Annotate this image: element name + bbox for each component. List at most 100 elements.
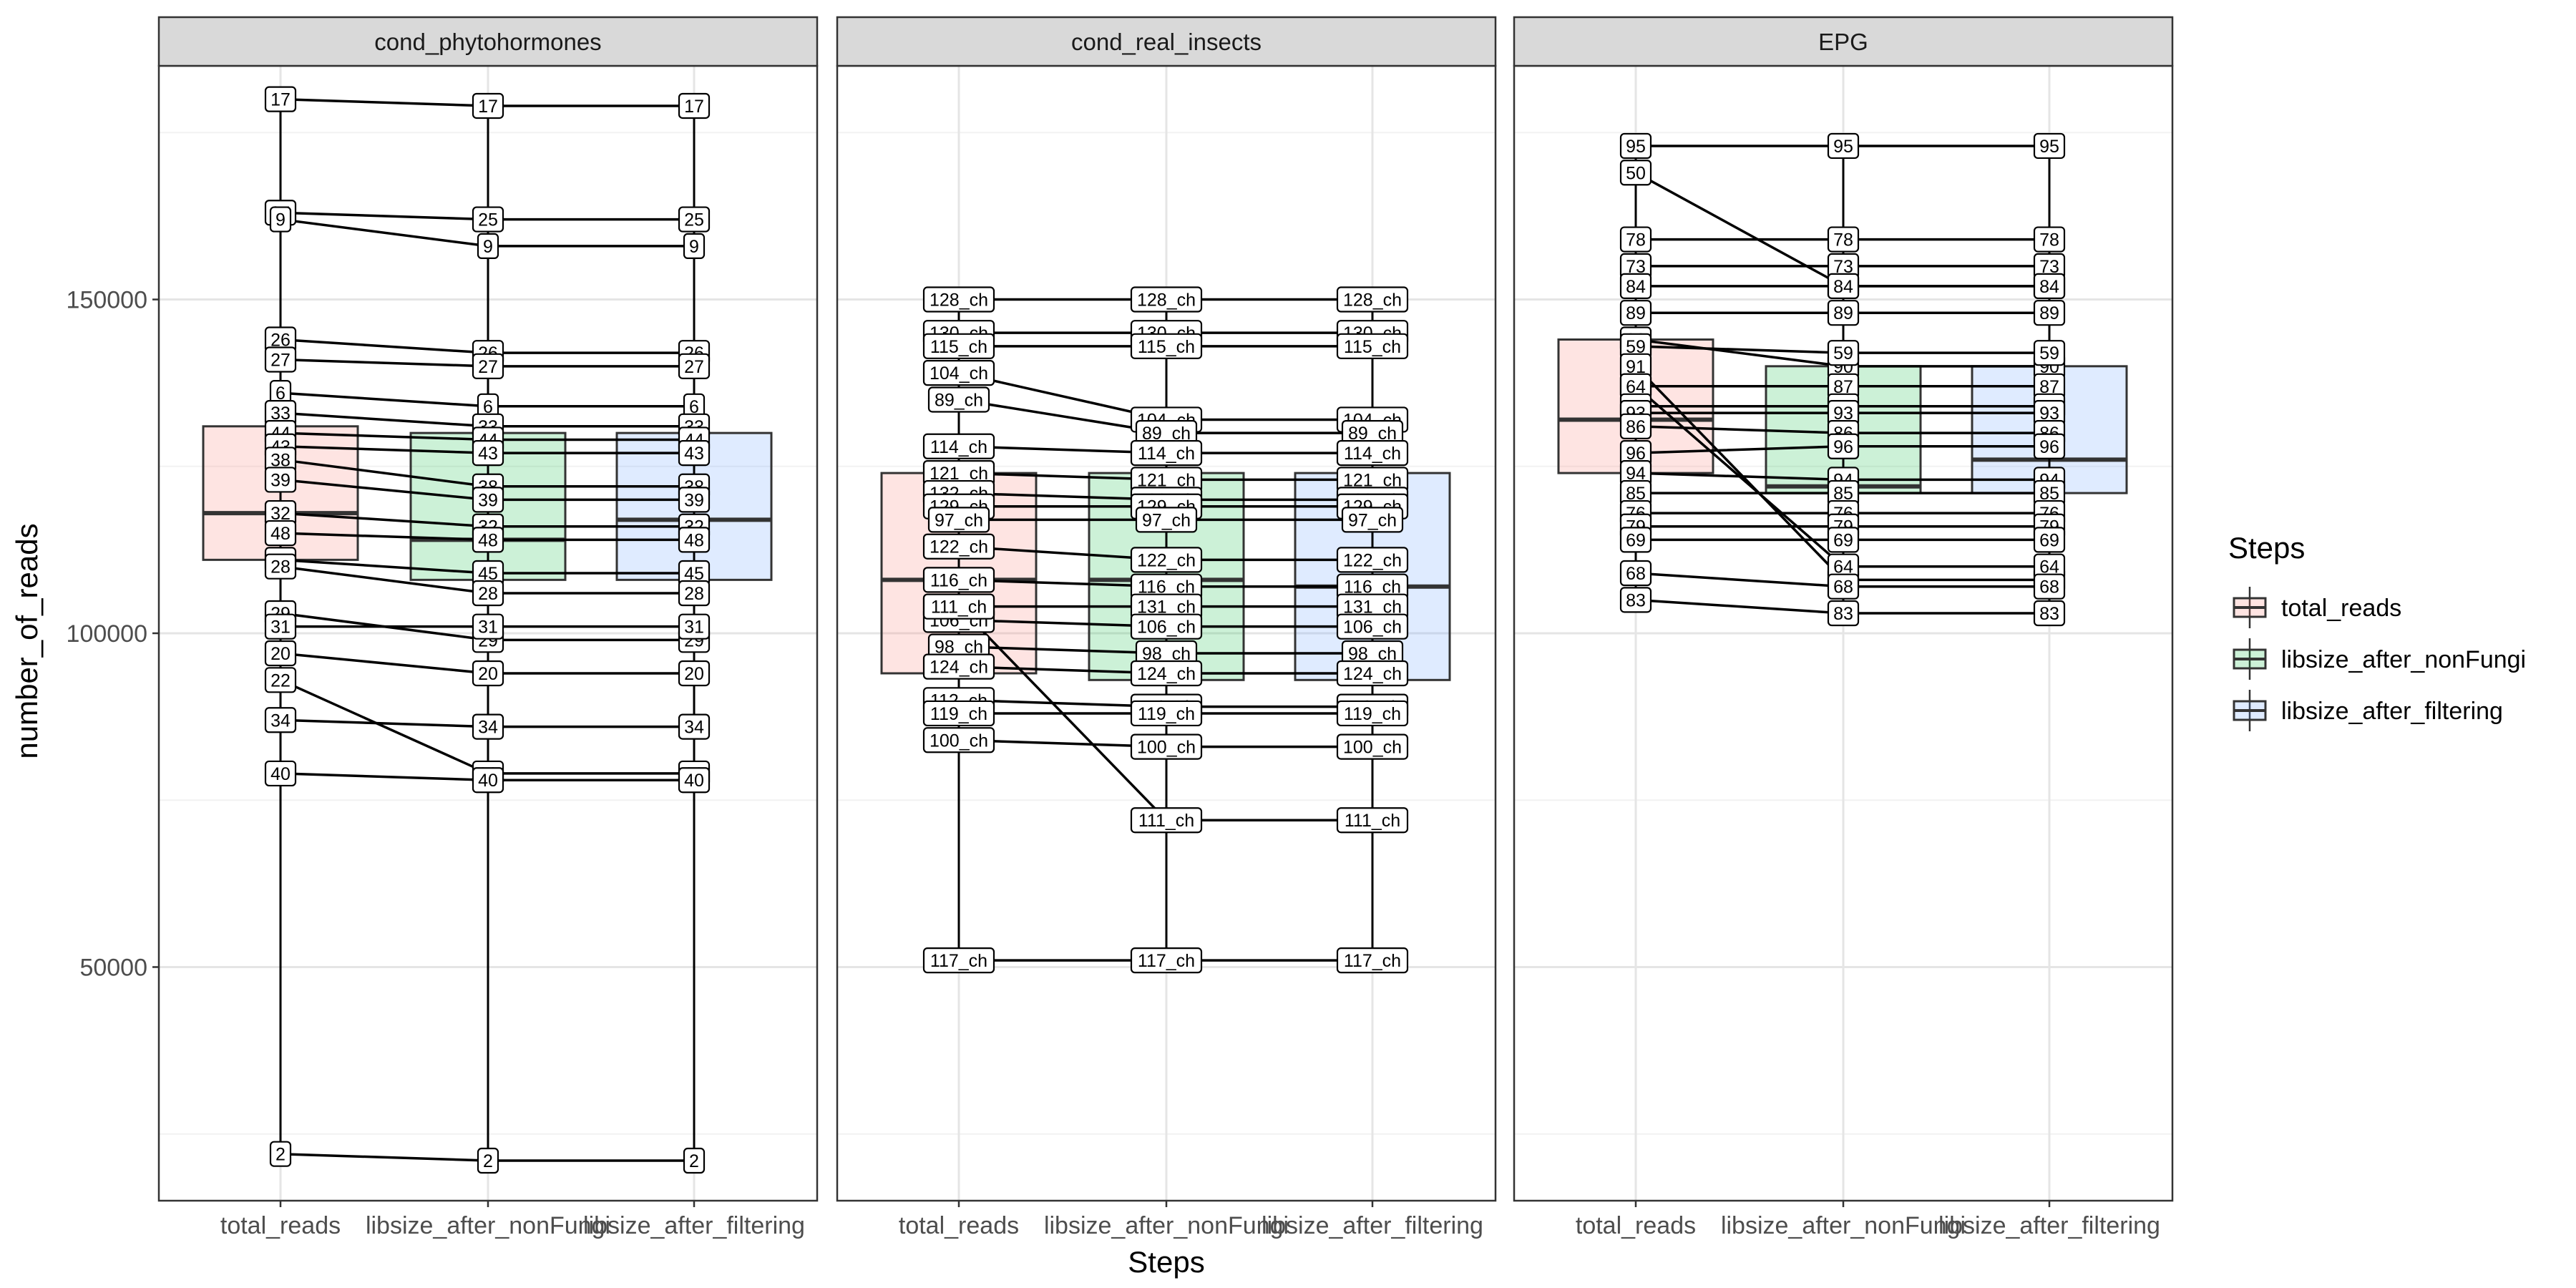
point-label-text: 95 — [1626, 137, 1646, 157]
point-label-box — [264, 86, 297, 112]
facet-strip — [836, 16, 1497, 67]
point-label: 119_ch — [922, 700, 995, 727]
point-label: 116_ch — [922, 567, 995, 593]
point-label: 83 — [2033, 600, 2066, 627]
point-label-box — [472, 206, 504, 233]
point-label-text: 115_ch — [1344, 337, 1401, 357]
point-label-text: 106_ch — [1137, 618, 1196, 638]
point-label-box — [472, 353, 504, 379]
y-tick-label: 100000 — [67, 620, 147, 648]
point-label: 50 — [1619, 160, 1652, 186]
point-label-box — [1341, 507, 1404, 533]
point-label: 97_ch — [927, 507, 990, 533]
point-label-box — [678, 713, 711, 740]
point-label: 114_ch — [1336, 440, 1409, 467]
point-label: 48 — [264, 519, 297, 547]
point-label: 84 — [1827, 273, 1860, 299]
facet-strip — [157, 16, 819, 67]
facet-strip-label: cond_real_insects — [1071, 29, 1262, 55]
point-label-box — [1827, 273, 1860, 299]
point-label-box — [269, 1141, 292, 1167]
point-label-text: 83 — [2039, 604, 2059, 624]
point-label-text: 43 — [684, 444, 704, 464]
legend-label: libsize_after_filtering — [2281, 698, 2503, 725]
point-label-text: 122_ch — [1137, 550, 1196, 570]
point-label-box — [1827, 433, 1860, 459]
point-label: 106_ch — [1336, 613, 1409, 640]
point-label: 89 — [1619, 300, 1652, 326]
point-label: 69 — [1619, 527, 1652, 553]
point-label-text: 117_ch — [1344, 951, 1401, 971]
point-label-text: 122_ch — [930, 537, 988, 557]
point-label: 31 — [678, 613, 711, 640]
point-label: 100_ch — [1130, 733, 1203, 760]
point-label: 96 — [2033, 433, 2066, 459]
point-label-text: 27 — [478, 357, 498, 377]
point-label-text: 78 — [1626, 230, 1646, 250]
point-label-box — [1336, 947, 1409, 974]
point-label-text: 106_ch — [1343, 618, 1402, 638]
point-label-box — [264, 346, 297, 373]
point-label-text: 111_ch — [1138, 811, 1194, 831]
point-label-box — [1130, 286, 1203, 313]
point-label-text: 34 — [270, 711, 291, 731]
point-label: 98_ch — [1135, 640, 1198, 667]
point-label-text: 95 — [1833, 137, 1853, 157]
point-label-text: 104_ch — [930, 364, 988, 384]
point-label-box — [1336, 440, 1409, 467]
point-label: 17 — [678, 92, 711, 119]
point-label: 2 — [477, 1147, 499, 1174]
point-label-box — [1619, 527, 1652, 553]
point-label: 106_ch — [1130, 613, 1203, 640]
point-label: 40 — [472, 767, 504, 794]
point-label: 34 — [678, 713, 711, 740]
x-tick-label: libsize_after_nonFungi — [366, 1212, 610, 1239]
facet-cond_phytohormones: 1717172525259992626262727276663333334444… — [157, 16, 819, 1239]
point-label: 119_ch — [1336, 700, 1409, 727]
point-label: 95 — [1827, 132, 1860, 160]
point-label-box — [472, 613, 504, 640]
point-label-box — [1827, 300, 1860, 326]
point-label: 117_ch — [922, 947, 995, 974]
legend: Steps total_reads libsize_after_nonFungili… — [2228, 531, 2526, 731]
legend-key — [2233, 690, 2267, 731]
point-label-box — [922, 947, 995, 974]
point-label: 122_ch — [1130, 547, 1203, 573]
point-label: 117_ch — [1336, 947, 1409, 974]
point-label: 115_ch — [922, 333, 995, 359]
point-label: 100_ch — [1336, 733, 1409, 760]
point-label-text: 69 — [2039, 530, 2059, 550]
point-label-text: 68 — [1626, 564, 1646, 584]
point-label-box — [2033, 273, 2066, 299]
point-label-box — [477, 1147, 499, 1174]
point-label-box — [1827, 132, 1860, 160]
legend-title: Steps — [2228, 531, 2305, 565]
point-label-box — [1130, 807, 1203, 834]
point-label-box — [2033, 132, 2066, 160]
point-label-box — [2033, 573, 2066, 600]
point-label-box — [1619, 132, 1652, 160]
point-label-text: 84 — [2039, 277, 2059, 297]
point-label: 78 — [1619, 226, 1652, 253]
point-label-text: 48 — [478, 530, 498, 550]
point-label-text: 2 — [483, 1151, 493, 1171]
point-label-text: 96 — [1833, 437, 1853, 457]
point-label-text: 111_ch — [931, 597, 987, 618]
point-label: 97_ch — [1341, 507, 1404, 533]
point-label: 17 — [472, 92, 504, 119]
point-label-box — [678, 487, 711, 513]
point-label: 128_ch — [1130, 286, 1203, 313]
point-label-text: 31 — [478, 618, 498, 638]
point-label-box — [472, 660, 504, 687]
point-label: 43 — [678, 440, 711, 467]
point-label-box — [1130, 947, 1203, 974]
point-label-box — [1336, 547, 1409, 573]
point-label-box — [683, 1147, 706, 1174]
point-label-box — [472, 580, 504, 607]
point-label-box — [1619, 413, 1652, 439]
point-label-text: 124_ch — [1137, 664, 1196, 684]
point-label-text: 96 — [2039, 437, 2059, 457]
point-label-text: 2 — [689, 1151, 699, 1171]
point-label-box — [678, 527, 711, 553]
